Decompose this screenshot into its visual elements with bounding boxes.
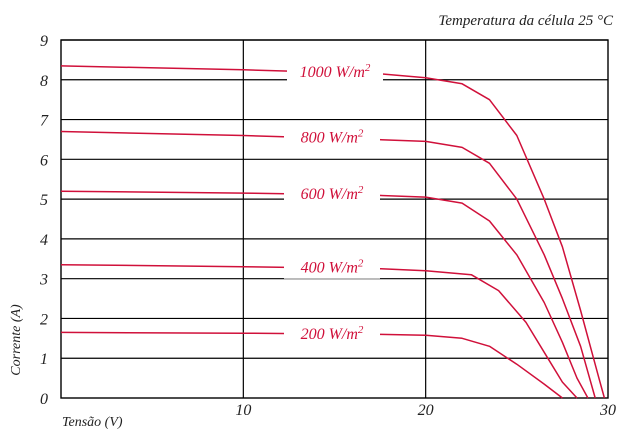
y-tick-label: 6 [40,152,48,169]
x-tick-label: 30 [599,402,616,419]
series-label: 800 W/m2 [301,127,364,146]
y-tick-label: 0 [40,391,48,408]
series-label: 600 W/m2 [301,184,364,203]
x-tick-label: 20 [418,402,434,419]
label-knockout [284,322,380,345]
y-tick-label: 8 [40,73,48,90]
y-tick-label: 9 [40,33,48,50]
y-tick-labels: 0 1 2 3 4 5 6 7 8 9 [39,33,49,408]
y-tick-label: 7 [40,113,49,130]
series-label: 400 W/m2 [301,258,364,277]
y-tick-label: 2 [40,311,48,328]
plot-frame [60,39,609,399]
y-axis-label: Corrente (A) [9,304,24,376]
label-knockout [284,183,380,206]
x-axis-label: Tensão (V) [62,415,123,430]
label-knockout [287,60,383,83]
y-tick-label: 5 [40,192,48,209]
y-tick-label: 4 [40,232,48,249]
x-tick-labels: 10 20 30 [235,402,616,419]
series-label: 1000 W/m2 [300,62,371,81]
y-tick-label: 3 [39,272,48,289]
series-labels: 1000 W/m2 800 W/m2 600 W/m2 400 W/m2 200 W/m… [284,60,383,345]
chart-title: Temperatura da célula 25 °C [438,13,614,29]
x-tick-label: 10 [235,402,251,419]
label-knockout [284,256,380,279]
label-knockout [284,126,380,149]
series-label: 200 W/m2 [301,324,364,343]
y-tick-label: 1 [40,351,48,368]
